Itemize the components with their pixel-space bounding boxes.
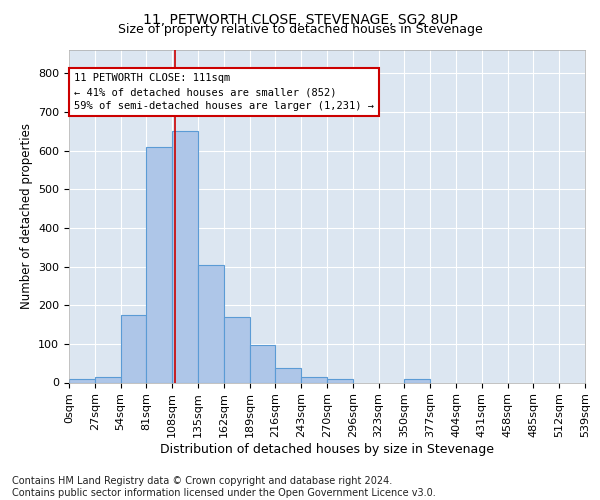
Bar: [224, 317, 250, 382]
Bar: [121, 315, 146, 382]
Bar: [404, 380, 430, 382]
Y-axis label: Number of detached properties: Number of detached properties: [20, 123, 32, 309]
X-axis label: Distribution of detached houses by size in Stevenage: Distribution of detached houses by size …: [160, 443, 494, 456]
Bar: [198, 264, 224, 382]
Text: 11, PETWORTH CLOSE, STEVENAGE, SG2 8UP: 11, PETWORTH CLOSE, STEVENAGE, SG2 8UP: [143, 12, 457, 26]
Bar: [327, 380, 353, 382]
Bar: [172, 131, 198, 382]
Text: 11 PETWORTH CLOSE: 111sqm
← 41% of detached houses are smaller (852)
59% of semi: 11 PETWORTH CLOSE: 111sqm ← 41% of detac…: [74, 73, 374, 111]
Bar: [275, 368, 301, 382]
Bar: [69, 380, 95, 382]
Bar: [146, 146, 172, 382]
Bar: [250, 345, 275, 383]
Text: Contains HM Land Registry data © Crown copyright and database right 2024.
Contai: Contains HM Land Registry data © Crown c…: [12, 476, 436, 498]
Text: Size of property relative to detached houses in Stevenage: Size of property relative to detached ho…: [118, 22, 482, 36]
Bar: [95, 378, 121, 382]
Bar: [301, 377, 327, 382]
